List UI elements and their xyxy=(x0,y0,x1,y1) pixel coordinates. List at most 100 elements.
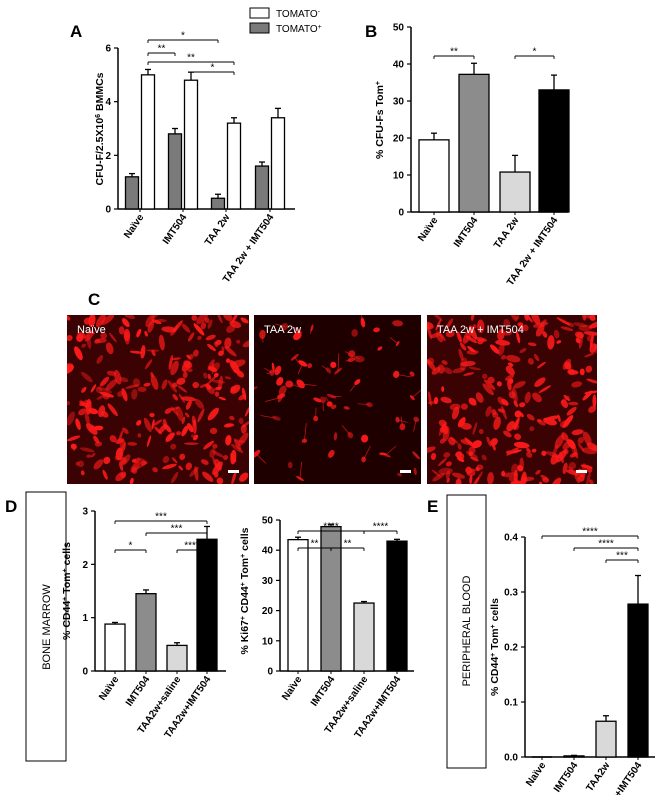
cell xyxy=(102,469,108,480)
bar xyxy=(270,117,286,210)
cell xyxy=(105,379,118,391)
cell xyxy=(211,362,215,375)
cell xyxy=(589,333,594,349)
cell xyxy=(285,380,294,388)
cell xyxy=(513,441,530,449)
cell xyxy=(147,320,155,333)
cell-process xyxy=(299,461,303,479)
cell xyxy=(520,472,527,484)
cell xyxy=(197,408,205,423)
cell xyxy=(579,368,585,376)
y-axis-label: % CFU-Fs Tom+ xyxy=(374,81,386,159)
cell xyxy=(475,392,484,403)
cell xyxy=(225,358,231,363)
cell xyxy=(185,400,192,410)
cell xyxy=(578,324,593,332)
cell xyxy=(153,419,163,426)
cell xyxy=(409,371,415,377)
cell xyxy=(435,318,442,331)
cell xyxy=(124,331,130,345)
significance-label: **** xyxy=(582,527,598,538)
cell xyxy=(510,449,522,454)
cell xyxy=(156,318,167,322)
cell xyxy=(468,325,478,340)
bar xyxy=(226,122,242,210)
cell xyxy=(106,370,117,376)
bar xyxy=(135,593,157,672)
cell xyxy=(457,417,466,428)
cell xyxy=(99,376,110,387)
cell xyxy=(98,387,112,394)
cell xyxy=(573,445,579,459)
peripheral-blood-label: PERIPHERAL BLOOD xyxy=(461,576,473,687)
cell-process xyxy=(361,315,364,323)
cell xyxy=(207,373,211,380)
cell xyxy=(460,360,476,367)
cell xyxy=(79,402,85,407)
cell xyxy=(77,460,85,468)
cell xyxy=(507,379,512,391)
cell xyxy=(438,332,446,342)
cell xyxy=(519,412,524,418)
micrograph-background xyxy=(427,315,597,484)
cell xyxy=(584,315,595,319)
cell xyxy=(472,422,478,435)
cell xyxy=(206,373,219,385)
cell xyxy=(215,339,222,346)
cell xyxy=(361,456,367,463)
cell xyxy=(445,318,454,329)
cell xyxy=(183,360,193,369)
cell xyxy=(296,379,305,389)
cell xyxy=(293,331,302,341)
cell-process xyxy=(341,425,351,436)
cell xyxy=(343,406,350,410)
cell xyxy=(225,435,232,446)
cell xyxy=(223,455,229,461)
cell xyxy=(333,432,338,441)
cell xyxy=(413,467,417,476)
cell xyxy=(119,377,129,383)
bar xyxy=(287,538,309,672)
cell xyxy=(445,330,455,338)
cell xyxy=(96,393,107,400)
cell-process xyxy=(345,359,352,362)
cell xyxy=(478,428,484,435)
cell xyxy=(482,383,494,396)
cell xyxy=(430,452,437,460)
significance-label: ** xyxy=(187,53,195,64)
cell xyxy=(121,454,131,466)
cell xyxy=(513,380,526,389)
cell xyxy=(441,423,449,435)
x-tick-label: Naïve xyxy=(524,760,549,789)
bar xyxy=(499,171,531,213)
cell-process xyxy=(396,374,412,378)
x-tick-label: TAA 2w xyxy=(203,212,233,248)
cell xyxy=(90,384,97,393)
micrograph-taa-2w-imt504: TAA 2w + IMT504 xyxy=(427,315,597,484)
cell xyxy=(136,328,142,338)
cell xyxy=(455,451,463,458)
x-tick-label: Naïve xyxy=(280,674,305,703)
cell xyxy=(496,381,502,387)
cell xyxy=(176,431,182,436)
panel-letter-e: E xyxy=(427,497,438,516)
cell xyxy=(563,448,569,455)
cell-process xyxy=(300,383,317,387)
bar xyxy=(386,540,408,672)
cell xyxy=(441,360,448,365)
cell xyxy=(458,348,464,361)
cell xyxy=(67,335,73,342)
cell xyxy=(86,454,92,458)
cell xyxy=(177,385,188,393)
significance-label: ** xyxy=(311,539,319,550)
cell-process xyxy=(389,336,398,345)
cell xyxy=(460,403,468,410)
cell xyxy=(230,386,236,392)
significance-label: *** xyxy=(171,524,183,535)
cell xyxy=(544,415,560,421)
cell xyxy=(90,452,96,458)
cell xyxy=(541,450,547,456)
cell xyxy=(171,457,178,464)
cell xyxy=(531,315,541,325)
